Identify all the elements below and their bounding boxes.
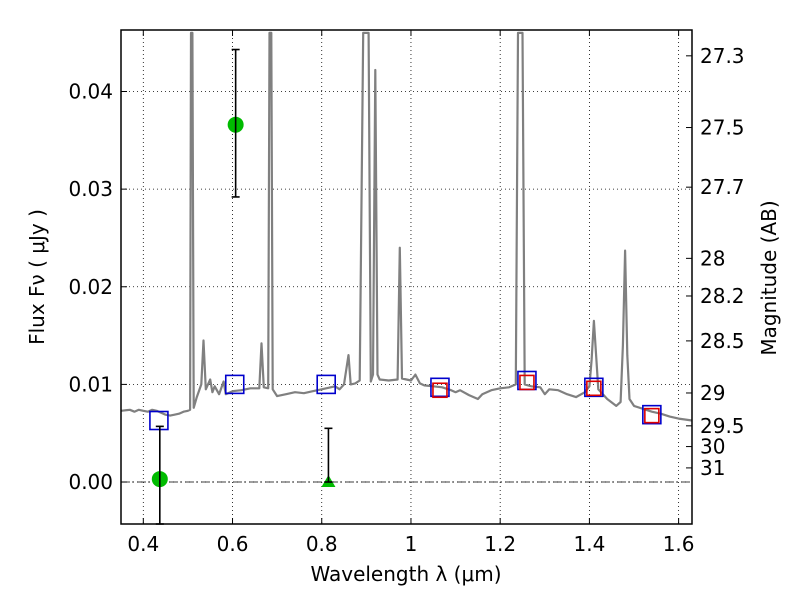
magnitude-tick-label: 29 [700, 381, 725, 405]
observed-photometry-marker [316, 374, 337, 395]
magnitude-tick-label: 31 [700, 456, 725, 480]
model-photometry-marker [644, 407, 660, 424]
y-tick-label: 0.04 [68, 80, 113, 104]
observed-photometry-marker [149, 410, 169, 431]
data-layer [120, 31, 693, 525]
observed-photometry-marker [430, 377, 450, 398]
x-tick-label: 1.2 [484, 532, 516, 556]
magnitude-tick-label: 29.5 [700, 414, 745, 438]
magnitude-tick-label: 27.3 [700, 44, 745, 68]
observed-photometry-marker [584, 377, 604, 398]
observed-photometry-marker [224, 374, 245, 395]
x-tick-label: 1.4 [573, 532, 605, 556]
y-tick-label: 0.03 [68, 177, 113, 201]
model-photometry-marker [586, 380, 602, 397]
magnitude-axis-label: Magnitude (AB) [757, 200, 781, 355]
magnitude-tick-label: 28.2 [700, 284, 745, 308]
x-tick-label: 0.4 [127, 532, 159, 556]
model-photometry-marker [519, 374, 535, 391]
magnitude-tick-label: 28.5 [700, 329, 745, 353]
x-tick-label: 0.6 [217, 532, 249, 556]
y-tick-label: 0.02 [68, 275, 113, 299]
model-photometry-marker [432, 382, 448, 399]
plot-frame [120, 29, 693, 525]
y-tick-label: 0.01 [68, 372, 113, 396]
magnitude-tick-label: 28 [700, 246, 725, 270]
axis-ticks: 0.4 0.6 0.8 1 1.2 1.4 1.6 0.00 0.01 0.02 0.03 0.04 2… [68, 30, 745, 556]
x-axis-label: Wavelength λ (μm) [310, 562, 501, 586]
x-tick-label: 1.6 [663, 532, 695, 556]
y-tick-label: 0.00 [68, 470, 113, 494]
magnitude-tick-label: 30 [700, 435, 725, 459]
x-tick-label: 1 [405, 532, 418, 556]
magnitude-tick-label: 27.5 [700, 116, 745, 140]
model-spectrum-line [120, 31, 693, 422]
y-axis-label: Flux Fν ( μJy ) [25, 209, 49, 345]
grid-lines [121, 30, 692, 524]
magnitude-tick-label: 27.7 [700, 175, 745, 199]
x-tick-label: 0.8 [306, 532, 338, 556]
observed-photometry-marker [642, 404, 662, 425]
